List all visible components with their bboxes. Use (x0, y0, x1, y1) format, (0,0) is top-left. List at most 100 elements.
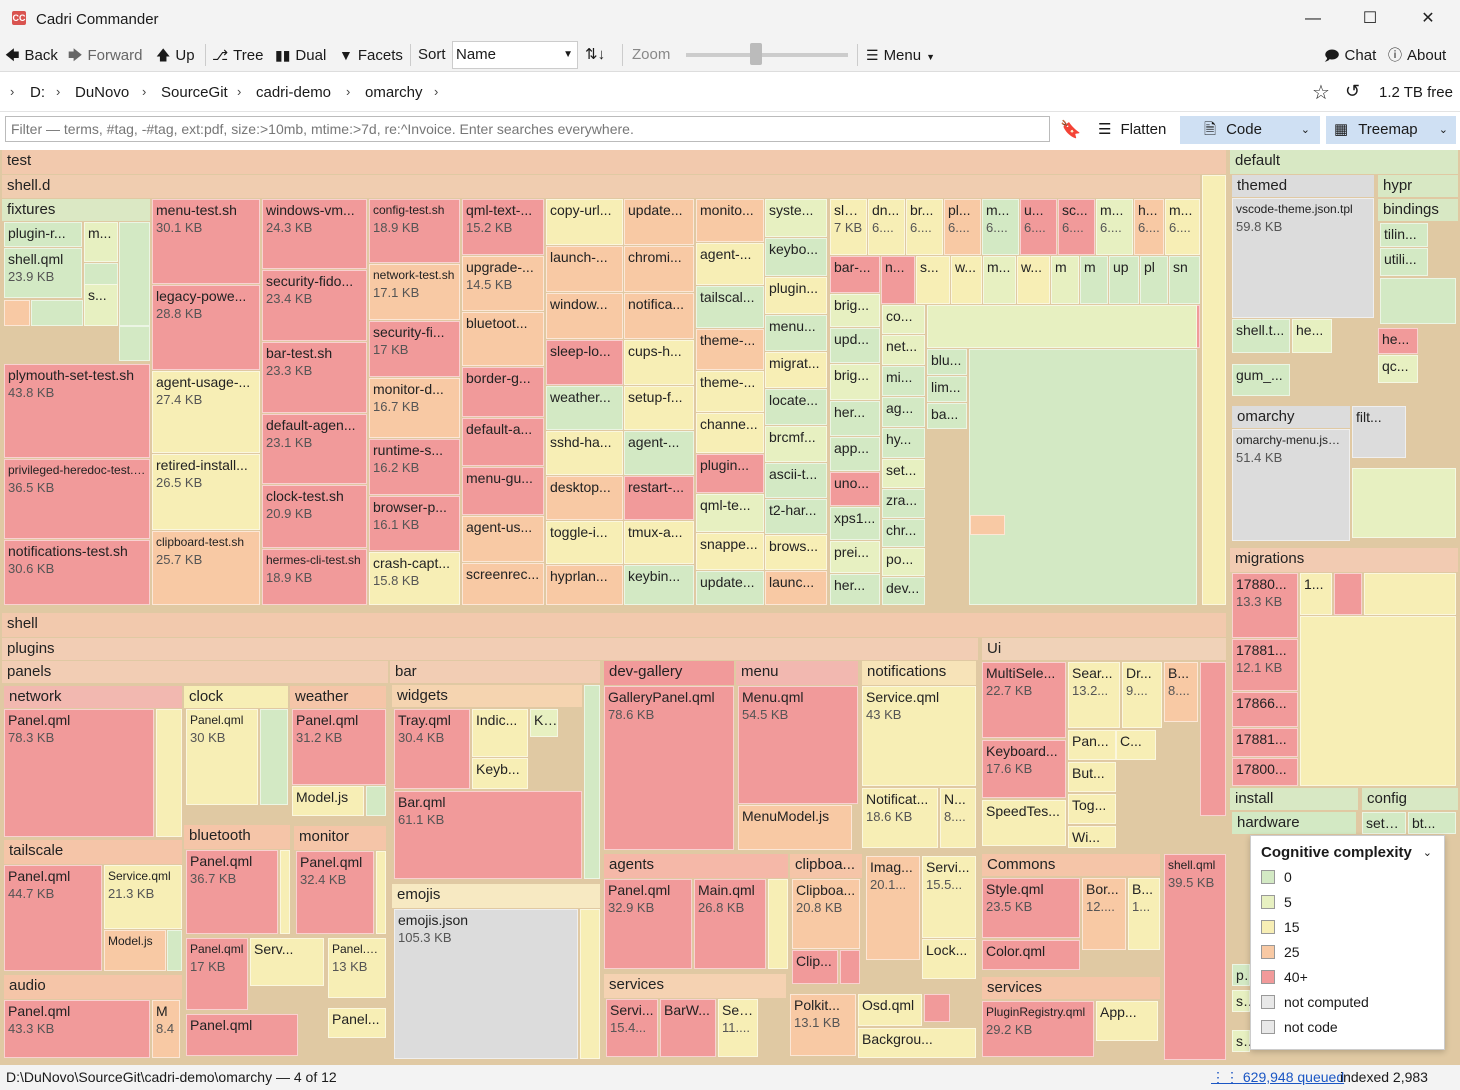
file-tile[interactable]: Clip... (792, 950, 838, 984)
history-icon[interactable]: ↺ (1345, 81, 1361, 101)
file-tile[interactable]: setup-f... (624, 386, 694, 430)
file-tile[interactable]: cups-h... (624, 340, 694, 385)
folder-header-agents[interactable]: agents (604, 854, 788, 878)
file-tile[interactable]: omarchy-menu.jsonc 51.4 KB (1232, 429, 1350, 541)
file-tile[interactable]: qml-text-... 15.2 KB (462, 199, 544, 255)
file-tile[interactable]: snappe... (696, 533, 764, 570)
file-tile[interactable]: Panel.qml 17 KB (186, 938, 248, 1010)
folder-header-weather[interactable]: weather (290, 686, 386, 708)
file-tile[interactable]: retired-install... 26.5 KB (152, 454, 260, 530)
file-tile[interactable]: br... 6.... (906, 199, 943, 255)
file-tile[interactable]: PluginRegistry.qml 29.2 KB (982, 1001, 1094, 1057)
file-tile[interactable]: Panel.qml (186, 1014, 298, 1056)
file-tile[interactable]: migrat... (765, 352, 827, 388)
file-tile[interactable]: restart-... (624, 476, 694, 520)
file-tile[interactable]: screenrec... (462, 563, 544, 605)
file-tile[interactable]: vscode-theme.json.tpl 59.8 KB (1232, 198, 1374, 318)
breadcrumb-item[interactable]: omarchy (365, 84, 423, 101)
file-tile[interactable]: Panel.qml 78.3 KB (4, 709, 154, 837)
file-tile[interactable]: MenuModel.js (738, 805, 852, 850)
file-tile[interactable]: w... (1017, 256, 1050, 304)
file-tile[interactable]: update... (696, 571, 764, 605)
file-tile[interactable]: shell.qml 39.5 KB (1164, 854, 1226, 1060)
file-tile[interactable]: windows-vm... 24.3 KB (262, 199, 367, 269)
file-tile[interactable]: Bor... 12.... (1082, 878, 1126, 950)
file-tile[interactable]: brows... (765, 535, 827, 570)
file-tile[interactable]: u... 6.... (1020, 199, 1057, 255)
file-tile[interactable]: emojis.json 105.3 KB (394, 909, 578, 1059)
file-tile[interactable]: m... 6.... (1096, 199, 1133, 255)
file-tile[interactable]: he... (1292, 319, 1332, 353)
file-tile[interactable]: se (1232, 1030, 1250, 1052)
folder-header-ui-services[interactable]: services (982, 977, 1160, 999)
folder-header-audio[interactable]: audio (4, 975, 182, 999)
file-tile[interactable]: plymouth-set-test.sh 43.8 KB (4, 364, 150, 458)
file-tile[interactable]: menu-test.sh 30.1 KB (152, 199, 260, 284)
file-tile[interactable]: m... (84, 222, 118, 262)
file-tile[interactable]: Bar.qml 61.1 KB (394, 791, 582, 879)
file-tile[interactable] (31, 300, 83, 326)
file-tile[interactable]: Wi... (1068, 826, 1116, 848)
file-tile[interactable]: agent-usage-... 27.4 KB (152, 371, 260, 453)
file-tile[interactable]: monito... (696, 199, 764, 242)
file-tile[interactable]: se (1232, 990, 1250, 1012)
file-tile[interactable]: Service.qml 21.3 KB (104, 865, 182, 929)
folder-header-ui[interactable]: Ui (982, 638, 1226, 660)
file-tile[interactable]: bar-test.sh 23.3 KB (262, 342, 367, 413)
file-tile[interactable]: 17880... 13.3 KB (1232, 573, 1298, 638)
file-tile[interactable]: sshd-ha... (546, 431, 623, 475)
file-tile[interactable]: BarW... (660, 999, 716, 1057)
folder-header-install[interactable]: install (1230, 788, 1358, 810)
file-tile[interactable] (366, 786, 386, 816)
file-tile[interactable]: s... (84, 284, 118, 326)
file-tile[interactable]: theme-... (696, 371, 764, 412)
file-tile[interactable]: Polkit... 13.1 KB (790, 994, 856, 1056)
file-tile[interactable]: chr... (882, 519, 925, 547)
file-tile[interactable]: config-test.sh 18.9 KB (369, 199, 460, 263)
folder-header-menu[interactable]: menu (736, 661, 858, 685)
zoom-slider[interactable] (686, 53, 848, 57)
file-tile[interactable]: Panel.qml 31.2 KB (292, 709, 386, 785)
file-tile[interactable]: Panel.qml 44.7 KB (4, 865, 102, 971)
folder-header-fixtures[interactable]: fixtures (2, 199, 150, 221)
file-tile[interactable]: Main.qml 26.8 KB (694, 879, 766, 969)
file-tile[interactable]: m... (983, 256, 1016, 304)
file-tile[interactable]: 17866... (1232, 692, 1298, 727)
folder-header-clock[interactable]: clock (184, 686, 288, 708)
file-tile[interactable]: ba... (927, 403, 967, 429)
file-tile[interactable]: 17881... (1232, 728, 1298, 757)
filter-input[interactable] (5, 116, 1050, 142)
file-tile[interactable] (156, 709, 182, 837)
file-tile[interactable]: Ser... 11.... (718, 999, 758, 1057)
file-tile[interactable]: lim... (927, 376, 967, 402)
file-tile[interactable]: blu... (927, 349, 967, 375)
file-tile[interactable]: agent-... (696, 243, 764, 285)
file-tile[interactable]: B... 8.... (1164, 662, 1198, 722)
file-tile[interactable]: up (1109, 256, 1139, 304)
file-tile[interactable]: tilin... (1380, 223, 1428, 247)
file-tile[interactable]: set... (882, 459, 925, 488)
file-tile[interactable] (119, 222, 150, 326)
file-tile[interactable]: shell.qml 23.9 KB (4, 248, 82, 298)
file-tile[interactable]: notifica... (624, 293, 694, 339)
file-tile[interactable]: clipboard-test.sh 25.7 KB (152, 531, 260, 605)
breadcrumb-item[interactable]: SourceGit (161, 84, 228, 101)
tree-button[interactable]: ⎇ Tree (212, 38, 263, 72)
file-tile[interactable]: weather... (546, 386, 623, 430)
file-tile[interactable]: security-fi... 17 KB (369, 321, 460, 377)
breadcrumb-item[interactable]: DuNovo (75, 84, 130, 101)
file-tile[interactable]: m... 6.... (982, 199, 1019, 255)
folder-header-shell-d[interactable]: shell.d (2, 175, 1200, 198)
file-tile[interactable]: qml-te... (696, 494, 764, 532)
file-tile[interactable]: bluetoot... (462, 312, 544, 366)
sort-select[interactable]: Name ▼ (452, 41, 578, 69)
file-tile[interactable]: network-test.sh 17.1 KB (369, 264, 460, 320)
file-tile[interactable]: sle... 7 KB (830, 199, 867, 255)
folder-header-monitor[interactable]: monitor (294, 826, 386, 850)
file-tile[interactable]: Servi... 15.5... (922, 856, 976, 938)
color-mode-select[interactable]: 🗎 Code ⌄ (1180, 116, 1320, 144)
file-tile[interactable]: brcmf... (765, 426, 827, 462)
file-tile[interactable]: default-a... (462, 418, 544, 466)
menu-button[interactable]: ☰ Menu ▼ (866, 38, 935, 72)
file-tile[interactable]: her... (830, 401, 880, 436)
